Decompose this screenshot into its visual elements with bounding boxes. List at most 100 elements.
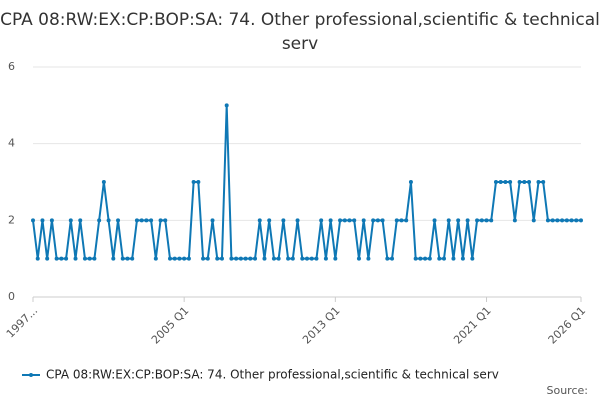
data-point	[243, 256, 248, 261]
data-point	[281, 218, 286, 223]
data-point	[106, 218, 111, 223]
data-point	[356, 256, 361, 261]
data-point	[536, 180, 541, 184]
data-point	[158, 218, 163, 223]
data-point	[489, 218, 494, 223]
data-point	[196, 180, 201, 184]
data-point	[101, 180, 106, 184]
data-point	[271, 256, 276, 261]
data-point	[139, 218, 144, 223]
data-point	[375, 218, 380, 223]
data-point	[475, 218, 480, 223]
data-point	[460, 256, 465, 261]
data-point	[517, 180, 522, 184]
data-point	[555, 218, 560, 223]
data-point	[432, 218, 437, 223]
data-point	[97, 218, 102, 223]
data-point	[569, 218, 574, 223]
data-point	[413, 256, 418, 261]
data-point	[224, 103, 229, 108]
data-point	[163, 218, 168, 223]
data-point	[541, 180, 546, 184]
data-point	[545, 218, 550, 223]
data-point	[168, 256, 172, 261]
data-point	[408, 180, 413, 184]
data-point	[456, 218, 461, 223]
data-point	[92, 256, 97, 261]
data-point	[295, 218, 300, 223]
source: Source:	[547, 384, 589, 397]
data-point	[177, 256, 182, 261]
data-point	[333, 256, 338, 261]
data-point	[371, 218, 376, 223]
legend-label: CPA 08:RW:EX:CP:BOP:SA: 74. Other profes…	[46, 368, 499, 382]
data-point	[531, 218, 536, 223]
data-point	[574, 218, 579, 223]
data-point	[111, 256, 116, 261]
data-point	[314, 256, 319, 261]
data-point	[267, 218, 272, 223]
data-point	[191, 180, 196, 184]
data-point	[390, 256, 395, 261]
data-point	[399, 218, 404, 223]
data-point	[366, 256, 371, 261]
data-point	[215, 256, 220, 261]
data-point	[130, 256, 135, 261]
data-point	[479, 218, 484, 223]
data-point	[262, 256, 267, 261]
data-point	[347, 218, 352, 223]
data-point	[328, 218, 333, 223]
data-point	[35, 256, 40, 261]
data-point	[522, 180, 527, 184]
data-point	[201, 256, 206, 261]
data-point	[253, 256, 258, 261]
data-point	[248, 256, 253, 261]
data-point	[87, 256, 92, 261]
data-point	[470, 256, 475, 261]
data-point	[125, 256, 130, 261]
y-tick-label: 0	[8, 290, 15, 303]
data-point	[437, 256, 442, 261]
data-point	[64, 256, 69, 261]
data-point	[120, 256, 125, 261]
data-point	[78, 218, 83, 223]
data-point	[229, 256, 234, 261]
chart-title: CPA 08:RW:EX:CP:BOP:SA: 74. Other profes…	[0, 10, 600, 54]
data-point	[134, 218, 139, 223]
data-point	[442, 256, 446, 261]
data-point	[257, 218, 262, 223]
data-point	[54, 256, 59, 261]
data-point	[512, 218, 517, 223]
data-point	[172, 256, 177, 261]
x-tick-label: 2026 Q1	[546, 304, 589, 347]
data-point	[31, 218, 35, 223]
data-point	[342, 218, 347, 223]
data-point	[465, 218, 470, 223]
data-point	[219, 256, 224, 261]
data-point	[210, 218, 215, 223]
x-tick-label: 2021 Q1	[451, 304, 494, 347]
x-tick-label: 1997...	[4, 304, 40, 340]
data-point	[59, 256, 64, 261]
data-point	[276, 256, 281, 261]
data-point	[73, 256, 78, 261]
data-point	[579, 218, 583, 223]
data-point	[361, 218, 366, 223]
data-point	[427, 256, 432, 261]
data-point	[149, 218, 154, 223]
data-point	[380, 218, 385, 223]
data-point	[508, 180, 513, 184]
y-tick-label: 2	[8, 213, 15, 226]
data-point	[144, 218, 149, 223]
data-point	[352, 218, 357, 223]
x-tick-label: 2005 Q1	[149, 304, 192, 347]
data-point	[451, 256, 456, 261]
data-point	[40, 218, 45, 223]
data-point	[503, 180, 508, 184]
x-tick-label: 2013 Q1	[300, 304, 343, 347]
data-point	[305, 256, 309, 261]
data-point	[564, 218, 569, 223]
chart: Source: 0 2 4 6 1997... 2005 Q1 2013 Q1 2021 Q1…	[4, 60, 589, 397]
data-point	[309, 256, 314, 261]
data-point	[286, 256, 291, 261]
